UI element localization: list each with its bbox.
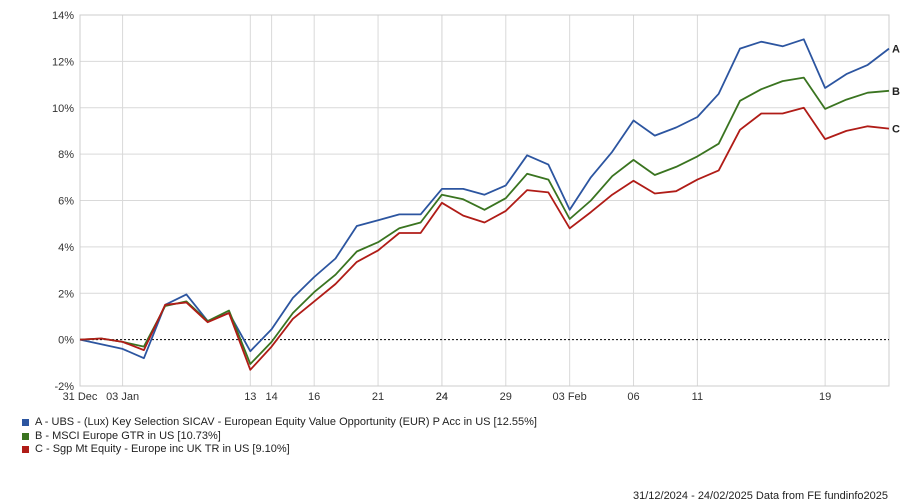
series-end-label-b: B: [892, 86, 900, 98]
legend-label-a: A - UBS - (Lux) Key Selection SICAV - Eu…: [35, 416, 537, 428]
legend-item-b: B - MSCI Europe GTR in US [10.73%]: [22, 430, 537, 444]
x-tick-label: 24: [436, 391, 448, 403]
x-tick-label: 03 Jan: [106, 391, 139, 403]
legend-item-a: A - UBS - (Lux) Key Selection SICAV - Eu…: [22, 416, 537, 430]
x-tick-label: 11: [692, 391, 703, 403]
legend-swatch-c: [22, 446, 29, 454]
y-tick-label: 4%: [58, 242, 74, 254]
series-end-label-a: A: [892, 44, 900, 56]
series-line-b: [79, 76, 890, 365]
x-tick-label: 13: [244, 391, 256, 403]
x-tick-label: 21: [372, 391, 384, 403]
x-tick-label: 06: [627, 391, 639, 403]
x-tick-label: 16: [308, 391, 320, 403]
legend-item-c: C - Sgp Mt Equity - Europe inc UK TR in …: [22, 443, 537, 457]
x-tick-label: 03 Feb: [553, 391, 587, 403]
legend-swatch-b: [22, 432, 29, 440]
data-source-footer: 31/12/2024 - 24/02/2025 Data from FE fun…: [632, 490, 888, 502]
plot-area-border: [79, 14, 890, 387]
x-tick-label: 19: [819, 391, 831, 403]
line-chart: -2% 0% 2% 4% 6% 8% 10% 12% 14% 31 Dec 03 Jan 13 16 2…: [52, 10, 900, 403]
series-end-labels: A B C: [892, 44, 900, 136]
grid-lines: [80, 14, 889, 387]
series-line-c: [79, 106, 890, 371]
y-tick-label: -2%: [54, 381, 74, 393]
y-tick-label: 8%: [58, 149, 74, 161]
legend-label-b: B - MSCI Europe GTR in US [10.73%]: [35, 429, 221, 442]
x-tick-label: 14: [265, 391, 277, 403]
legend-label-c: C - Sgp Mt Equity - Europe inc UK TR in …: [35, 443, 290, 455]
legend-swatch-a: [22, 419, 29, 427]
y-tick-label: 14%: [52, 10, 74, 22]
y-tick-label: 6%: [58, 196, 74, 208]
y-axis-ticks: -2% 0% 2% 4% 6% 8% 10% 12% 14%: [52, 10, 74, 393]
x-tick-label: 29: [500, 391, 512, 403]
y-tick-label: 12%: [52, 56, 74, 68]
y-tick-label: 2%: [58, 288, 74, 300]
x-tick-label: 24: [436, 391, 448, 403]
series-lines: [79, 38, 890, 371]
y-tick-label: 0%: [58, 335, 74, 347]
series-end-label-c: C: [892, 124, 900, 136]
y-tick-label: 10%: [52, 103, 74, 115]
legend: A - UBS - (Lux) Key Selection SICAV - Eu…: [22, 416, 537, 457]
x-tick-label: 31 Dec: [63, 391, 98, 403]
